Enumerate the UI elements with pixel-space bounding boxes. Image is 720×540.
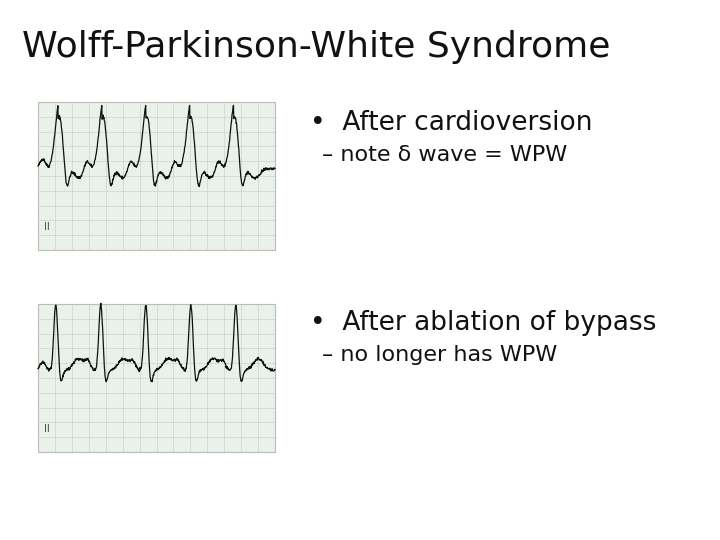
Bar xyxy=(38,304,275,452)
Text: •  After cardioversion: • After cardioversion xyxy=(310,110,593,136)
Text: Wolff-Parkinson-White Syndrome: Wolff-Parkinson-White Syndrome xyxy=(22,30,611,64)
Text: – note δ wave = WPW: – note δ wave = WPW xyxy=(322,145,567,165)
Text: •  After ablation of bypass: • After ablation of bypass xyxy=(310,310,657,336)
Text: II: II xyxy=(44,222,50,232)
Bar xyxy=(38,102,275,250)
Text: – no longer has WPW: – no longer has WPW xyxy=(322,345,557,365)
Text: II: II xyxy=(44,424,50,434)
